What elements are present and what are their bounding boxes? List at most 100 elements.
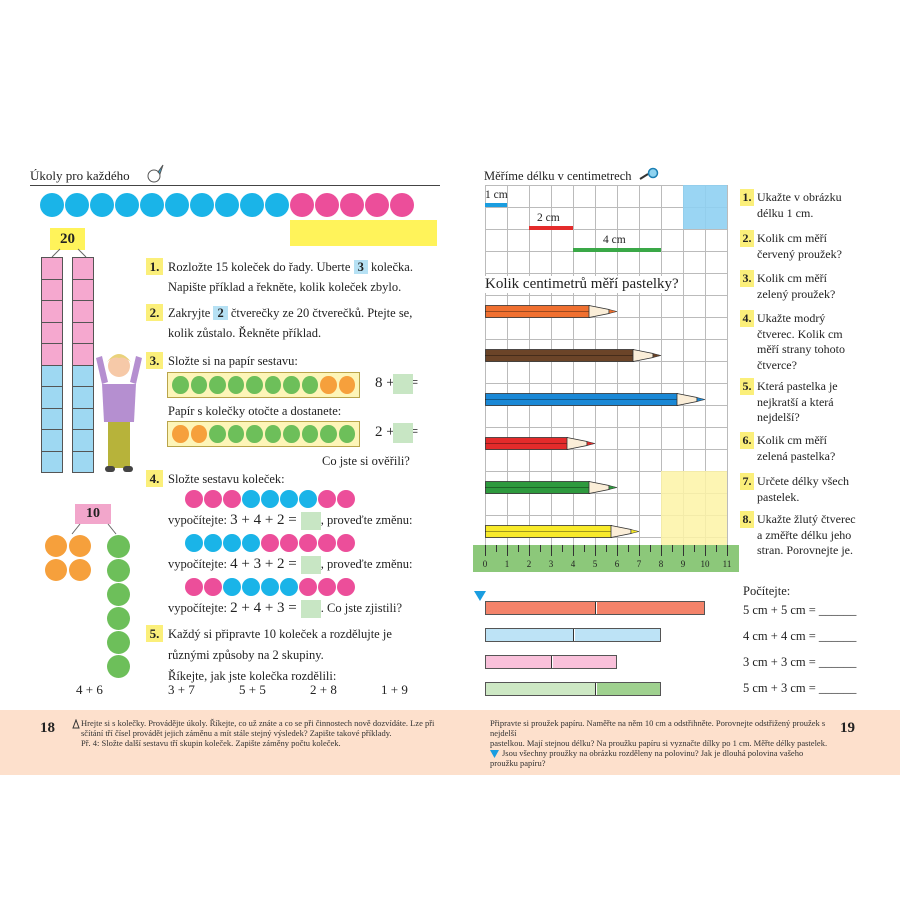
- circle-pink: [337, 534, 355, 552]
- pencil: [485, 349, 662, 362]
- circle-green: [283, 376, 300, 394]
- paper-strip: [485, 682, 661, 696]
- circle-green: [107, 607, 130, 630]
- task-number: 3.: [740, 270, 754, 287]
- ruler-label: 10: [700, 559, 710, 569]
- ruler-tick: [650, 545, 651, 552]
- task-number: 7.: [740, 473, 754, 490]
- ruler-tick: [540, 545, 541, 552]
- task-5-line-1: Každý si připravte 10 koleček a rozděluj…: [168, 627, 392, 641]
- ruler-tick: [694, 545, 695, 552]
- circle-orange: [69, 535, 91, 557]
- pencil: [485, 437, 596, 450]
- task-1-line-2: Napište příklad a řekněte, kolik koleček…: [168, 280, 402, 294]
- task-5-line-3: Říkejte, jak jste kolečka rozdělili:: [168, 669, 337, 683]
- ruler-label: 7: [636, 559, 642, 569]
- ruler-tick: [672, 545, 673, 552]
- pencil: [485, 525, 640, 538]
- ruler-label: 4: [570, 559, 576, 569]
- circle-green: [320, 425, 337, 443]
- ruler-tick: [617, 545, 618, 556]
- strip-part: [486, 656, 552, 668]
- length-bar: [573, 248, 661, 252]
- square-cell: [41, 279, 63, 301]
- length-bar-label: 1 cm: [485, 189, 508, 201]
- right-section-title: Měříme délku v centimetrech: [484, 169, 632, 183]
- magnifier-icon: [639, 167, 659, 180]
- label-20: 20: [50, 228, 85, 250]
- calc-prefix: vypočítejte:: [168, 513, 231, 527]
- label-10: 10: [75, 504, 111, 524]
- ruler-label: 5: [592, 559, 598, 569]
- pencil: [485, 481, 618, 494]
- branch-lines: [51, 248, 87, 258]
- ruler-tick: [562, 545, 563, 552]
- task-text-line: Určete délky všech: [757, 474, 849, 488]
- circle-green: [246, 376, 263, 394]
- square-column-2: [72, 257, 94, 473]
- task-text-line: nejkratší a která: [757, 394, 834, 409]
- length-bar-label: 4 cm: [603, 234, 626, 246]
- circle-blue: [140, 193, 164, 217]
- equation: 5 cm + 3 cm = ______: [743, 681, 857, 695]
- calculation-line: vypočítejte: 3 + 4 + 2 = , proveďte změnu…: [168, 512, 413, 531]
- ruler-tick: [518, 545, 519, 552]
- calc-prefix: vypočítejte:: [168, 557, 231, 571]
- circle-pink: [337, 490, 355, 508]
- calc-prefix: vypočítejte:: [168, 601, 231, 615]
- sum-2: 5 + 5: [239, 682, 266, 697]
- paper-strip: [485, 601, 705, 615]
- square-cell: [41, 344, 63, 366]
- strip-part: [486, 629, 574, 641]
- square-cell: [41, 365, 63, 387]
- task-3-question: Co jste si ověřili?: [322, 454, 410, 468]
- ruler-label: 9: [680, 559, 686, 569]
- highlight-number: 2: [213, 306, 228, 320]
- circle-blue: [261, 490, 279, 508]
- circle-arrangement-1: [167, 372, 360, 398]
- ruler-tick: [639, 545, 640, 556]
- circle-green: [301, 376, 318, 394]
- answer-box[interactable]: [300, 556, 321, 575]
- circle-row: [185, 578, 355, 596]
- task-number: 8.: [740, 511, 754, 528]
- circle-green: [264, 376, 281, 394]
- square-cell: [72, 344, 94, 366]
- task-number: 5.: [740, 378, 754, 395]
- circle-green: [227, 376, 244, 394]
- answer-box[interactable]: [300, 512, 321, 531]
- circle-orange: [190, 425, 207, 443]
- square-cell: [72, 301, 94, 323]
- ruler-label: 6: [614, 559, 620, 569]
- answer-box[interactable]: [393, 423, 413, 443]
- answer-box[interactable]: [300, 600, 321, 619]
- circle-orange: [45, 535, 67, 557]
- paper-strip: [485, 628, 661, 642]
- pencil: [485, 393, 706, 406]
- orange-circle-group: [45, 535, 95, 581]
- ruler-tick: [485, 545, 486, 556]
- answer-box[interactable]: [393, 374, 413, 394]
- task-3-line-1: Složte si na papír sestavu:: [168, 354, 298, 368]
- task-number: 4.: [740, 310, 754, 327]
- ruler-tick: [529, 545, 530, 556]
- task-3-line-2: Papír s kolečky otočte a dostanete:: [168, 404, 342, 418]
- ruler-tick: [661, 545, 662, 556]
- circle-blue: [299, 490, 317, 508]
- task-2-line-2: kolik zůstalo. Řekněte příklad.: [168, 326, 322, 340]
- task-1-text: Rozložte 15 koleček do řady. Uberte 3 ko…: [168, 260, 413, 274]
- ruler-tick: [727, 545, 728, 556]
- branch-lines: [71, 523, 117, 535]
- task-text-line: červený proužek?: [757, 246, 842, 261]
- task-text-line: pastelek.: [757, 489, 800, 504]
- circle-green: [209, 376, 226, 394]
- circle-pink: [204, 578, 222, 596]
- circle-green: [301, 425, 318, 443]
- square-column-1: [41, 257, 63, 473]
- task-text-line: délku 1 cm.: [757, 205, 814, 220]
- ruler-tick: [507, 545, 508, 556]
- circle-blue: [115, 193, 139, 217]
- circle-blue: [223, 578, 241, 596]
- footer-note-left: Hrejte si s kolečky. Provádějte úkoly. Ř…: [81, 718, 435, 748]
- circle-green: [107, 655, 130, 678]
